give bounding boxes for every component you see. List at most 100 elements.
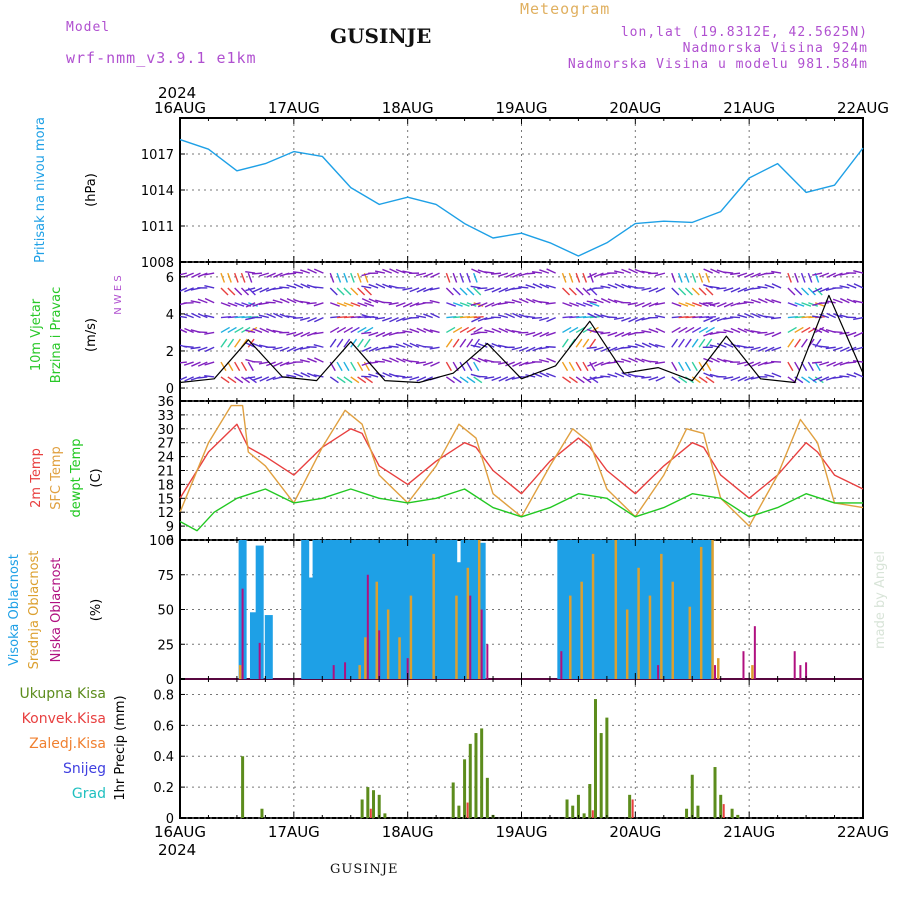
total-precip-bar [457, 805, 461, 818]
wind-arrow [504, 301, 515, 304]
high-cloud-bar [397, 540, 406, 679]
wind-arrow [299, 316, 310, 322]
wind-arrow [587, 312, 597, 319]
wind-arrow [220, 326, 230, 334]
mid-cloud-bar [614, 540, 618, 679]
wind-arrow [794, 287, 803, 296]
precip-y-tick-label: 0.6 [153, 719, 174, 734]
wind-arrow [764, 346, 775, 353]
wind-arrow [286, 297, 297, 304]
wind-arrow [794, 338, 802, 348]
wind-arrow [491, 302, 502, 307]
total-precip-bar [730, 808, 734, 818]
precip-legend-2: Konvek.Kisa [22, 711, 106, 727]
high-cloud-legend: Visoka Oblacnost [7, 554, 22, 666]
conv-precip-bar [722, 804, 725, 818]
wind-arrow [245, 376, 256, 380]
wind-arrow [723, 316, 734, 320]
wind-arrow [614, 372, 625, 378]
wind-arrow [685, 326, 695, 334]
wind-arrow [273, 312, 283, 319]
wind-arrow [357, 376, 367, 384]
wind-arrow [589, 376, 599, 384]
wind-arrow [429, 287, 440, 291]
wind-arrow [744, 328, 754, 334]
wind-arrow [678, 287, 687, 296]
wind-arrow [826, 361, 836, 367]
wind-arrow [539, 316, 550, 322]
wind-arrow [306, 331, 317, 337]
wind-arrow [497, 302, 508, 305]
x-tick-label-top: 17AUG [268, 99, 320, 117]
wind-arrow [375, 283, 386, 289]
wind-arrow [484, 329, 495, 334]
low-cloud-bar [366, 574, 369, 679]
wind-arrow [832, 298, 843, 304]
wind-arrow [671, 302, 682, 307]
wind-arrow [409, 287, 420, 293]
wind-arrow [197, 313, 208, 319]
precip-y-tick-label: 0.2 [153, 781, 174, 796]
wind-arrow [382, 283, 392, 289]
wind-arrow [853, 270, 863, 274]
wind-arrow [586, 376, 597, 381]
wind-arrow [227, 272, 232, 283]
wind-arrow [634, 375, 645, 378]
wind-arrow [684, 272, 690, 283]
wind-arrow [473, 287, 482, 296]
total-precip-bar [485, 777, 489, 818]
wind-arrow [402, 376, 413, 379]
cloud-y-tick-label: 25 [157, 638, 174, 653]
meteogram-label: Meteogram [520, 0, 611, 18]
wind-arrow [751, 312, 761, 319]
wind-arrow [750, 346, 761, 351]
wind-arrow [416, 287, 427, 293]
wind-arrow [382, 268, 392, 274]
wind-arrow [716, 357, 727, 363]
wind-arrow [678, 338, 685, 348]
total-precip-bar [468, 743, 472, 818]
wind-arrow [204, 297, 215, 304]
low-cloud-bar [258, 642, 261, 679]
high-cloud-bar [443, 540, 452, 679]
wind-arrow [744, 312, 755, 319]
wind-arrow [445, 338, 453, 348]
wind-arrow [627, 345, 638, 348]
wind-arrow [402, 302, 413, 308]
wind-arrow [330, 302, 340, 307]
total-precip-bar [383, 813, 387, 818]
high-cloud-bar [437, 540, 446, 679]
wind-arrow [614, 283, 625, 289]
wind-arrow [395, 331, 406, 334]
wind-arrow [655, 287, 666, 293]
wind-arrow [710, 357, 720, 363]
wind-arrow [180, 315, 187, 319]
wind-arrow [234, 287, 243, 296]
wind-arrow [743, 301, 754, 304]
altitude: Nadmorska Visina 924m [682, 41, 868, 56]
total-precip-bar [372, 790, 376, 818]
wind-arrow [771, 372, 782, 378]
wind-arrow [764, 361, 775, 365]
wind-arrow [204, 361, 215, 366]
wind-arrow [180, 376, 181, 378]
wind-arrow [197, 331, 208, 334]
wind-arrow [819, 287, 830, 293]
wind-arrow [568, 272, 574, 283]
wind-arrow [220, 272, 226, 283]
high-cloud-bar [454, 562, 463, 679]
high-cloud-bar [568, 540, 577, 679]
wind-arrow [329, 376, 339, 384]
wind-arrow [259, 376, 270, 382]
wind-arrow [832, 346, 843, 352]
wind-arrow [641, 376, 652, 379]
wind-arrow [575, 326, 586, 334]
high-cloud-bar [341, 540, 350, 679]
wind-arrow [336, 376, 346, 384]
wind-arrow [266, 376, 276, 382]
wind-arrow [191, 272, 201, 278]
temp-y-tick-label: 30 [157, 423, 174, 438]
mid-cloud-bar [455, 595, 458, 679]
wind-arrow [466, 287, 475, 296]
wind-arrow [395, 374, 406, 378]
